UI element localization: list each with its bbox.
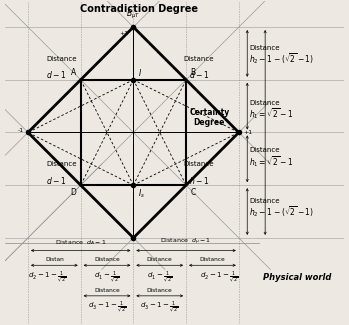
Text: Distance: Distance — [184, 161, 214, 167]
Text: $h_2-1-(\sqrt{2}-1)$: $h_2-1-(\sqrt{2}-1)$ — [249, 51, 314, 66]
Text: Certainty
Degree: Certainty Degree — [189, 108, 229, 127]
Text: $B_{\mu T}$: $B_{\mu T}$ — [126, 7, 141, 21]
Text: $h_1=\sqrt{2}-1$: $h_1=\sqrt{2}-1$ — [249, 106, 294, 121]
Text: Distan: Distan — [45, 257, 64, 262]
Text: $h-1$: $h-1$ — [188, 175, 209, 186]
Text: +1: +1 — [243, 130, 252, 135]
Text: D: D — [70, 188, 76, 197]
Text: $d_3-1-\frac{1}{\sqrt{2}}$: $d_3-1-\frac{1}{\sqrt{2}}$ — [140, 300, 179, 316]
Text: Contradiction Degree: Contradiction Degree — [80, 5, 198, 14]
Text: $I_s$: $I_s$ — [138, 187, 144, 200]
Text: -1: -1 — [18, 128, 24, 133]
Text: $d-1$: $d-1$ — [188, 69, 209, 80]
Text: Distance: Distance — [46, 161, 77, 167]
Text: $d_2-1-\frac{1}{\sqrt{2}}$: $d_2-1-\frac{1}{\sqrt{2}}$ — [200, 269, 239, 285]
Text: $d_1-\frac{1}{\sqrt{2}}$: $d_1-\frac{1}{\sqrt{2}}$ — [147, 269, 173, 285]
Text: C: C — [190, 188, 195, 197]
Text: Distance: Distance — [46, 56, 77, 62]
Text: Distance: Distance — [94, 288, 120, 293]
Text: Distance: Distance — [249, 45, 280, 51]
Text: Distance: Distance — [147, 257, 173, 262]
Text: Distance: Distance — [147, 288, 173, 293]
Text: $d_2-1-\frac{1}{\sqrt{2}}$: $d_2-1-\frac{1}{\sqrt{2}}$ — [28, 269, 66, 285]
Text: Distance: Distance — [249, 100, 280, 106]
Text: Distance  $d_A-1$: Distance $d_A-1$ — [55, 239, 106, 247]
Text: $h_2-1-(\sqrt{2}-1)$: $h_2-1-(\sqrt{2}-1)$ — [249, 204, 314, 219]
Text: Distance: Distance — [200, 257, 225, 262]
Text: Distance  $d_\mu-1$: Distance $d_\mu-1$ — [161, 237, 212, 247]
Text: Distance: Distance — [249, 198, 280, 204]
Text: B: B — [190, 68, 195, 77]
Text: Physical world: Physical world — [262, 273, 331, 282]
Text: $d-1$: $d-1$ — [46, 175, 67, 186]
Text: $I$: $I$ — [138, 67, 142, 78]
Text: Distance: Distance — [94, 257, 120, 262]
Text: A: A — [71, 68, 76, 77]
Text: $h_1=\sqrt{2}-1$: $h_1=\sqrt{2}-1$ — [249, 154, 294, 169]
Text: +1: +1 — [119, 31, 128, 36]
Text: $d_1-\frac{1}{\sqrt{2}}$: $d_1-\frac{1}{\sqrt{2}}$ — [94, 269, 120, 285]
Text: $d-1$: $d-1$ — [46, 69, 67, 80]
Text: Distance: Distance — [184, 56, 214, 62]
Text: $d_3-1-\frac{1}{\sqrt{2}}$: $d_3-1-\frac{1}{\sqrt{2}}$ — [88, 300, 126, 316]
Text: Distance: Distance — [249, 147, 280, 153]
